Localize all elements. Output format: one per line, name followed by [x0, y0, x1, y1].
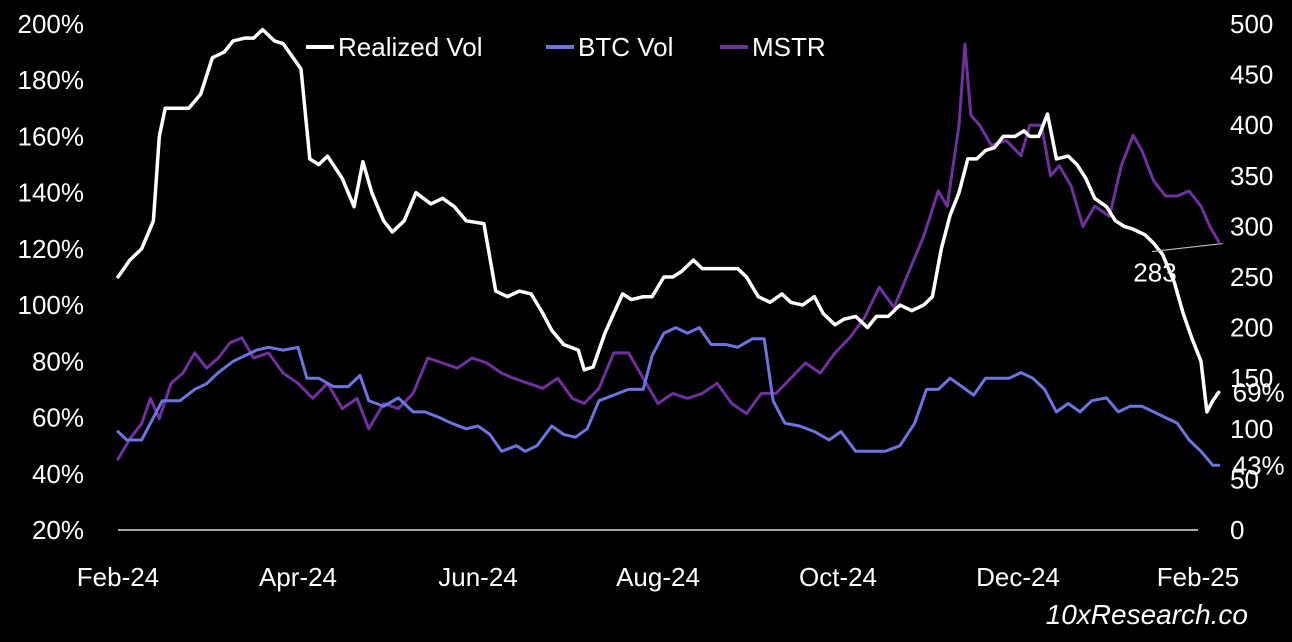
- end-labels-group: 69% 43% 283: [1133, 242, 1285, 480]
- x-tick-label: Feb-24: [77, 562, 159, 592]
- y-left-tick-label: 200%: [18, 9, 85, 39]
- x-tick-label: Dec-24: [976, 562, 1060, 592]
- end-label-btc-vol: 43%: [1233, 450, 1285, 480]
- x-tick-label: Oct-24: [799, 562, 877, 592]
- y-left-tick-label: 40%: [32, 459, 84, 489]
- series-line-mstr: [116, 42, 1221, 461]
- y-left-tick-label: 160%: [18, 121, 85, 151]
- y-left-tick-label: 20%: [32, 515, 84, 545]
- y-left-tick-label: 120%: [18, 234, 85, 264]
- y-right-tick-label: 150: [1230, 363, 1273, 393]
- y-left-tick-label: 60%: [32, 403, 84, 433]
- y-right-tick-label: 300: [1230, 211, 1273, 241]
- x-tick-label: Feb-25: [1157, 562, 1239, 592]
- y-right-tick-label: 200: [1230, 313, 1273, 343]
- y-left-tick-label: 140%: [18, 178, 85, 208]
- y-right-tick-label: 400: [1230, 110, 1273, 140]
- series-lines-group: [116, 27, 1221, 467]
- watermark: 10xResearch.co: [1046, 599, 1248, 630]
- y-right-tick-label: 350: [1230, 161, 1273, 191]
- legend-label: Realized Vol: [338, 32, 483, 62]
- end-label-leader: [1151, 242, 1223, 253]
- y-right-tick-label: 500: [1230, 9, 1273, 39]
- y-left-tick-label: 80%: [32, 346, 84, 376]
- y-right-tick-label: 250: [1230, 262, 1273, 292]
- y-right-tick-label: 0: [1230, 515, 1244, 545]
- legend-label: MSTR: [752, 32, 826, 62]
- series-line-realized-vol: [116, 27, 1221, 414]
- y-right-tick-label: 450: [1230, 60, 1273, 90]
- legend: Realized Vol BTC Vol MSTR: [306, 32, 826, 62]
- end-label-realized-vol: 69%: [1233, 377, 1285, 407]
- series-line-btc-vol: [116, 326, 1221, 467]
- x-tick-label: Apr-24: [259, 562, 337, 592]
- axes-group: 20% 40% 60% 80% 100% 120% 140% 160% 180% 200% 0 50 1…: [18, 9, 1274, 592]
- end-label-mstr: 283: [1133, 258, 1176, 288]
- x-tick-label: Aug-24: [616, 562, 700, 592]
- y-left-tick-label: 100%: [18, 290, 85, 320]
- y-left-tick-label: 180%: [18, 65, 85, 95]
- y-right-tick-label: 50: [1230, 464, 1259, 494]
- legend-label: BTC Vol: [578, 32, 673, 62]
- y-right-tick-label: 100: [1230, 414, 1273, 444]
- x-tick-label: Jun-24: [438, 562, 518, 592]
